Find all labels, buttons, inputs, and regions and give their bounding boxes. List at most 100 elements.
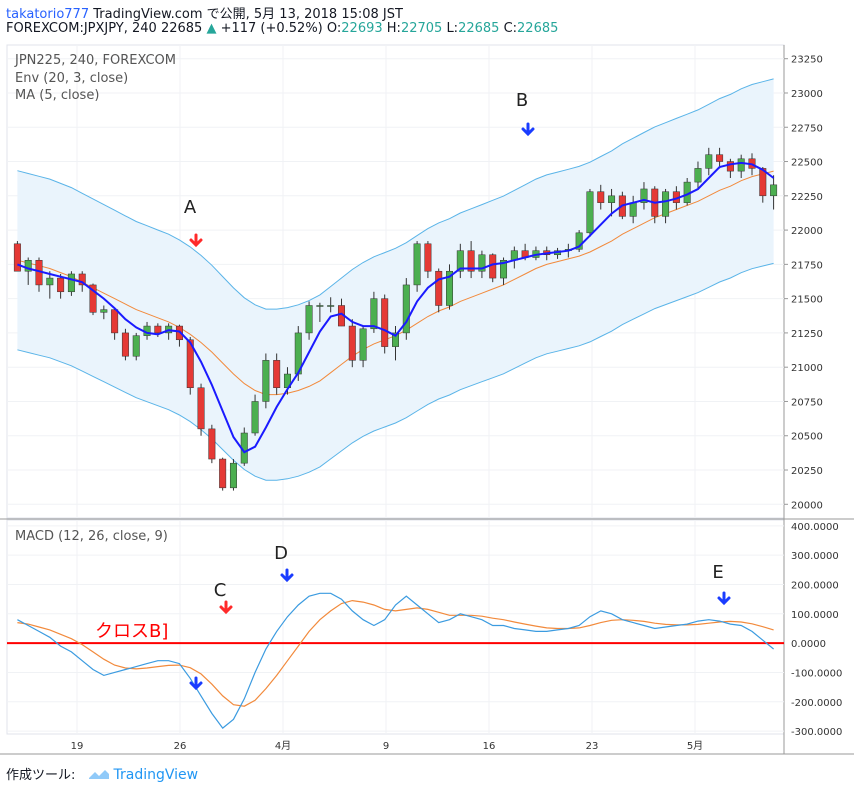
y-tick-label: 20250 (791, 466, 823, 477)
candle-body (456, 250, 464, 272)
candle-body (586, 191, 594, 234)
candle-body (467, 250, 475, 272)
candle-body (726, 161, 734, 172)
candle-body (381, 298, 389, 347)
y-tick-label: 21500 (791, 295, 823, 306)
candle-body (262, 360, 270, 402)
y-tick-label: 22000 (791, 226, 823, 237)
low-label: L: (446, 21, 459, 36)
candle-body (111, 309, 119, 334)
candle-body (500, 259, 508, 279)
down-arrow-icon (189, 233, 203, 248)
envelope-band (17, 78, 774, 481)
candle-body (489, 254, 497, 279)
x-tick-label: 4月 (275, 740, 291, 752)
macd-y-tick-label: 0.0000 (791, 639, 826, 650)
chart-header-line1: takatorio777 TradingView.com で公開, 5月 13,… (6, 3, 403, 22)
candle-body (770, 184, 778, 197)
candle-body (705, 154, 713, 169)
y-tick-label: 22250 (791, 192, 823, 203)
candle-body (413, 243, 421, 286)
candle-body (46, 277, 54, 286)
candle-body (478, 254, 486, 272)
y-tick-label: 21250 (791, 329, 823, 340)
macd-y-tick-label: -100.0000 (791, 668, 842, 679)
candle-body (759, 168, 767, 197)
macd-y-tick-label: -300.0000 (791, 727, 842, 738)
candle-body (219, 458, 227, 489)
candle-body (359, 328, 367, 361)
candle-body (370, 298, 378, 330)
candle-body (132, 335, 140, 357)
x-tick-label: 9 (383, 741, 389, 752)
candle-body (392, 332, 399, 347)
high-value: 22705 (400, 21, 443, 36)
y-tick-label: 22750 (791, 123, 823, 134)
candle-body (575, 232, 583, 250)
candle-body (57, 277, 65, 293)
macd-indicator-label[interactable]: MACD (12, 26, close, 9) (15, 529, 168, 544)
candle-body (402, 284, 410, 334)
candle-body (629, 202, 637, 217)
author-link[interactable]: takatorio777 (6, 7, 90, 22)
candle-body (100, 309, 108, 313)
down-arrow-icon (189, 676, 203, 691)
candle-body (197, 387, 205, 430)
envelope-indicator-label[interactable]: Env (20, 3, close) (15, 71, 129, 86)
y-tick-label: 22500 (791, 158, 823, 169)
candle-body (662, 191, 670, 217)
candle-body (716, 154, 724, 162)
cross-label: クロスB] (95, 621, 168, 642)
price-series-label[interactable]: JPN225, 240, FOREXCOM (15, 53, 176, 68)
candle-body (446, 270, 454, 306)
macd-y-tick-label: -200.0000 (791, 698, 842, 709)
candle-body (348, 325, 356, 361)
close-value: 22685 (517, 21, 559, 36)
annotation-a: A (184, 197, 197, 218)
down-arrow-icon (717, 591, 731, 606)
tradingview-logo-icon[interactable] (88, 768, 110, 784)
down-arrow-icon (219, 600, 233, 615)
down-arrow-icon (521, 122, 535, 137)
ma-indicator-label[interactable]: MA (5, close) (15, 88, 100, 103)
macd-y-tick-label: 300.0000 (791, 551, 839, 562)
down-arrow-icon (280, 568, 294, 583)
tradingview-brand-link[interactable]: TradingView (113, 767, 199, 783)
candle-body (694, 168, 702, 183)
open-label: O: (326, 21, 342, 36)
annotation-c: C (214, 580, 227, 601)
chart-header-line2: FOREXCOM:JPXJPY, 240 22685 ▲ +117 (+0.52… (6, 21, 558, 36)
x-tick-label: 16 (483, 741, 496, 752)
candle-body (424, 243, 432, 272)
y-tick-label: 21000 (791, 363, 823, 374)
envelope-upper-line (17, 78, 774, 310)
close-label: C: (503, 21, 518, 36)
candle-body (154, 325, 162, 334)
annotation-b: B (516, 90, 528, 111)
annotation-d: D (274, 543, 288, 564)
macd-y-tick-label: 100.0000 (791, 610, 839, 621)
candle-body (89, 284, 97, 313)
candle-body (435, 270, 443, 306)
y-tick-label: 23000 (791, 89, 823, 100)
change-value: +117 (+0.52%) (220, 21, 323, 36)
macd-line (17, 592, 774, 729)
candle-body (24, 259, 32, 272)
candle-body (608, 195, 616, 203)
candle-body (78, 273, 86, 286)
open-value: 22693 (341, 21, 383, 36)
macd-y-tick-label: 400.0000 (791, 522, 839, 533)
annotation-e: E (712, 562, 723, 583)
y-tick-label: 20500 (791, 432, 823, 443)
y-tick-label: 21750 (791, 260, 823, 271)
x-tick-label: 23 (586, 741, 599, 752)
candle-body (597, 191, 605, 203)
high-label: H: (386, 21, 401, 36)
published-text: TradingView.com で公開, 5月 13, 2018 15:08 J… (93, 7, 403, 22)
up-arrow-icon: ▲ (206, 21, 217, 36)
y-tick-label: 20000 (791, 500, 823, 511)
macd-y-tick-label: 200.0000 (791, 580, 839, 591)
candle-body (305, 305, 313, 334)
candle-body (737, 158, 745, 172)
